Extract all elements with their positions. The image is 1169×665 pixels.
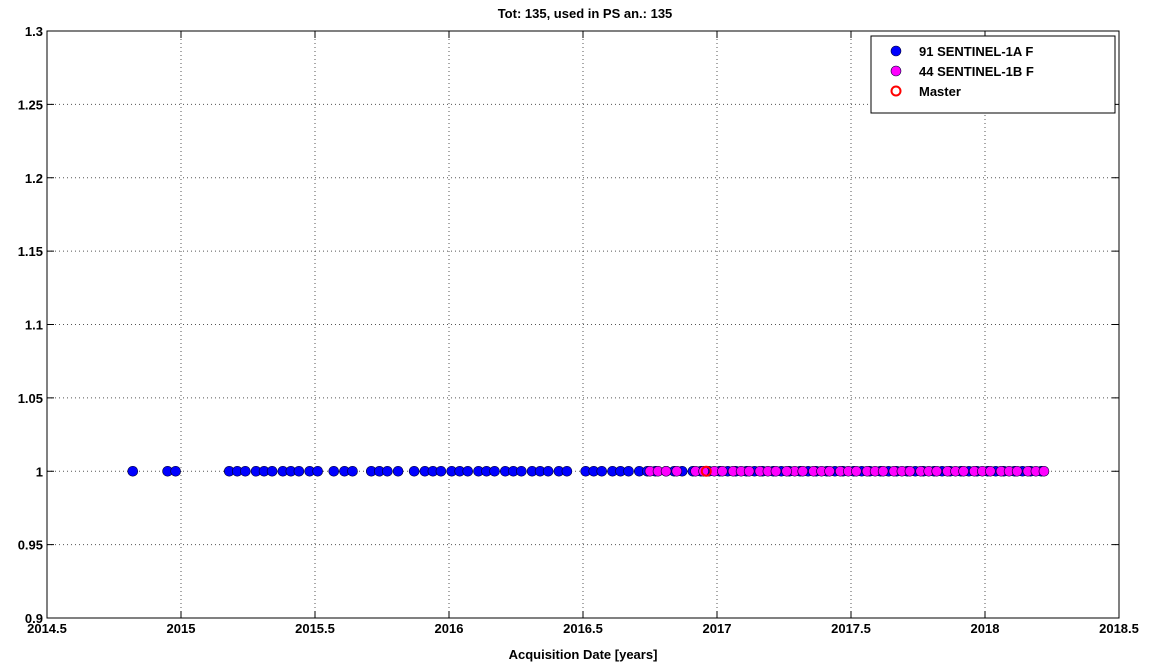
data-point: [851, 465, 862, 477]
data-point: [797, 465, 809, 477]
data-point: [985, 465, 996, 477]
data-point: [877, 465, 889, 477]
legend: 91 SENTINEL-1A F 44 SENTINEL-1B F Master: [870, 35, 1116, 114]
y-tick-label: 1.05: [18, 391, 43, 406]
data-point: [770, 465, 782, 477]
data-point: [328, 465, 340, 477]
data-point: [435, 465, 447, 477]
y-tick-label: 1.1: [25, 318, 43, 333]
data-point: [660, 465, 672, 477]
y-tick-label: 0.9: [25, 611, 43, 626]
data-point: [462, 465, 474, 477]
data-point: [127, 465, 139, 477]
chart-title: Tot: 135, used in PS an.: 135: [498, 6, 673, 21]
x-tick-label: 2017.5: [831, 621, 871, 636]
grid-lines: [47, 31, 1119, 618]
y-tick-label: 1.3: [25, 24, 43, 39]
data-point: [266, 465, 278, 477]
x-axis-label: Acquisition Date [years]: [509, 647, 658, 662]
data-point: [824, 465, 835, 477]
data-point: [717, 465, 728, 477]
data-point: [392, 465, 404, 477]
legend-label: 91 SENTINEL-1A F: [919, 44, 1033, 59]
x-tick-label: 2018.5: [1099, 621, 1139, 636]
x-tick-label: 2016: [435, 621, 464, 636]
legend-label: 44 SENTINEL-1B F: [919, 64, 1034, 79]
legend-marker: [890, 65, 902, 77]
data-point: [743, 465, 755, 477]
x-tick-label: 2017: [703, 621, 732, 636]
x-tick-label: 2018: [971, 621, 1000, 636]
x-tick-label: 2015: [167, 621, 196, 636]
x-tick-label: 2016.5: [563, 621, 603, 636]
data-point: [781, 465, 792, 477]
data-point: [596, 465, 608, 477]
x-tick-label: 2015.5: [295, 621, 335, 636]
data-point: [408, 465, 420, 477]
data-point: [698, 465, 709, 477]
data-point: [671, 465, 683, 477]
data-point: [240, 465, 251, 477]
data-point: [904, 465, 916, 477]
legend-marker: [890, 45, 902, 57]
x-tick-label: 2014.5: [27, 621, 67, 636]
data-point: [516, 465, 527, 477]
legend-marker: [890, 85, 902, 97]
master-point: [700, 465, 712, 477]
data-point: [623, 465, 634, 477]
legend-label: Master: [919, 84, 961, 99]
data-point: [293, 465, 305, 477]
data-point: [931, 465, 943, 477]
data-point: [1038, 465, 1050, 477]
data-points: [127, 465, 1050, 477]
data-point: [382, 465, 393, 477]
data-point: [958, 465, 969, 477]
data-point: [312, 465, 323, 477]
axis-ticks: 2014.5 2015 2015.5 2016 2016.5 2017 2017.5 2018…: [18, 24, 1139, 636]
y-tick-label: 1.15: [18, 244, 43, 259]
data-point: [347, 465, 358, 477]
y-tick-label: 1.2: [25, 171, 43, 186]
data-point: [1011, 465, 1023, 477]
data-point: [542, 465, 554, 477]
data-point: [561, 465, 573, 477]
y-tick-label: 1.25: [18, 97, 43, 112]
legend-box: [870, 35, 1116, 114]
data-point: [489, 465, 500, 477]
y-tick-label: 0.95: [18, 538, 43, 553]
data-point: [170, 465, 181, 477]
y-tick-label: 1: [36, 464, 43, 479]
